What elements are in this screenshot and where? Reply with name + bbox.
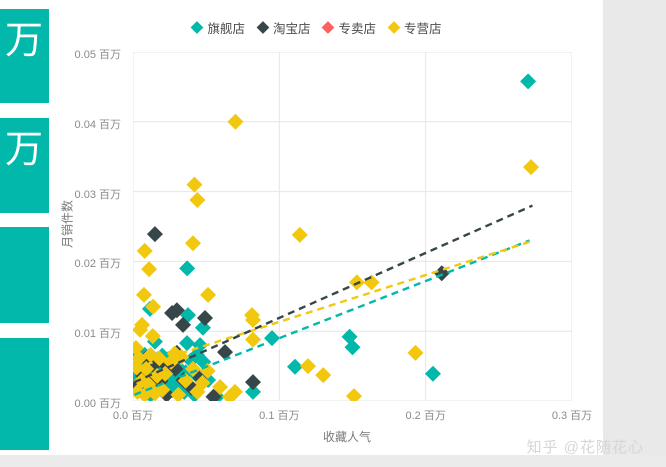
scatter-point-淘宝店[interactable]	[175, 316, 192, 333]
scatter-point-淘宝店[interactable]	[217, 344, 234, 361]
scatter-point-旗舰店[interactable]	[344, 339, 361, 356]
kpi-card-1[interactable]: 万	[0, 9, 49, 103]
y-tick-label: 0.05 百万	[74, 49, 121, 61]
legend-diamond-icon	[321, 21, 335, 34]
scatter-point-专营店[interactable]	[315, 367, 332, 384]
scatter-point-旗舰店[interactable]	[192, 337, 209, 354]
scatter-point-专营店[interactable]	[136, 242, 153, 259]
scatter-point-专营店[interactable]	[177, 372, 194, 389]
y-tick-label: 0.03 百万	[74, 188, 121, 201]
y-tick-label: 0.02 百万	[74, 258, 121, 271]
kpi-card-2[interactable]: 万	[0, 118, 49, 213]
scatter-point-专营店[interactable]	[134, 316, 151, 333]
trend-line-旗舰店	[134, 239, 530, 396]
legend-label: 专营店	[404, 22, 442, 36]
scatter-point-专营店[interactable]	[227, 113, 244, 130]
scatter-point-专营店[interactable]	[144, 328, 161, 345]
scatter-point-专营店[interactable]	[244, 312, 261, 329]
scatter-point-专营店[interactable]	[151, 350, 168, 367]
watermark: 知乎 @花随花心	[526, 439, 644, 456]
legend-item-专营店[interactable]: 专营店	[387, 18, 442, 37]
scatter-point-专营店[interactable]	[345, 388, 362, 401]
y-axis-title: 月销件数	[60, 199, 75, 249]
x-tick-label: 0.1 百万	[259, 410, 300, 422]
legend-diamond-icon	[256, 21, 269, 34]
scatter-point-专营店[interactable]	[523, 159, 540, 176]
scatter-point-专营店[interactable]	[140, 376, 157, 393]
scatter-point-专营店[interactable]	[407, 344, 424, 361]
kpi-card-1-value: 万	[5, 20, 44, 62]
scatter-point-旗舰店[interactable]	[244, 383, 261, 400]
scatter-point-专营店[interactable]	[136, 386, 153, 401]
right-gutter	[603, 0, 666, 467]
legend-item-淘宝店[interactable]: 淘宝店	[256, 18, 311, 37]
x-tick-label: 0.3 百万	[551, 410, 593, 422]
y-tick-label: 0.04 百万	[74, 118, 121, 131]
legend-label: 旗舰店	[207, 22, 245, 36]
scatter-point-专营店[interactable]	[138, 360, 155, 377]
scatter-point-淘宝店[interactable]	[146, 226, 163, 243]
scatter-point-专营店[interactable]	[212, 379, 229, 396]
scatter-point-专营店[interactable]	[300, 358, 317, 375]
scatter-point-专营店[interactable]	[363, 274, 380, 291]
scatter-point-专营店[interactable]	[157, 365, 174, 382]
scatter-point-专营店[interactable]	[194, 374, 211, 391]
scatter-point-专营店[interactable]	[244, 331, 261, 348]
scatter-point-专营店[interactable]	[222, 388, 239, 401]
scatter-point-淘宝店[interactable]	[164, 305, 181, 322]
scatter-point-专营店[interactable]	[186, 176, 203, 193]
scatter-point-专营店[interactable]	[291, 226, 308, 243]
scatter-point-专营店[interactable]	[135, 286, 152, 303]
bottom-gutter	[0, 455, 666, 467]
x-tick-label: 0.0 百万	[112, 410, 154, 422]
legend-item-旗舰店[interactable]: 旗舰店	[190, 18, 245, 37]
x-tick-label: 0.2 百万	[405, 410, 446, 422]
scatter-point-旗舰店[interactable]	[520, 73, 537, 90]
scatter-point-专营店[interactable]	[226, 383, 243, 400]
chart-legend: 旗舰店 淘宝店 专卖店 专营店	[190, 18, 442, 37]
scatter-point-淘宝店[interactable]	[244, 374, 261, 391]
scatter-point-专营店[interactable]	[141, 261, 158, 278]
scatter-point-旗舰店[interactable]	[286, 358, 303, 375]
kpi-card-3[interactable]	[0, 227, 49, 323]
kpi-card-2-value: 万	[5, 129, 44, 171]
legend-label: 淘宝店	[272, 22, 311, 36]
kpi-card-4[interactable]	[0, 338, 49, 450]
legend-item-专卖店[interactable]: 专卖店	[321, 18, 377, 37]
scatter-point-专营店[interactable]	[154, 381, 171, 398]
scatter-point-专营店[interactable]	[145, 298, 162, 315]
scatter-point-专营店[interactable]	[170, 386, 187, 401]
trend-line-淘宝店	[133, 204, 533, 384]
scatter-point-专营店[interactable]	[149, 367, 166, 384]
y-tick-label: 0.01 百万	[74, 328, 121, 341]
kpi-card-3-value	[0, 227, 49, 240]
legend-diamond-icon	[190, 21, 204, 34]
y-tick-label: 0.00 百万	[74, 398, 121, 410]
scatter-point-专营店[interactable]	[184, 360, 201, 377]
scatter-point-专营店[interactable]	[133, 339, 144, 356]
scatter-plot-svg	[133, 52, 572, 401]
scatter-point-专营店[interactable]	[189, 191, 206, 208]
scatter-point-旗舰店[interactable]	[178, 335, 195, 352]
scatter-point-淘宝店[interactable]	[205, 388, 222, 401]
legend-label: 专卖店	[338, 22, 377, 36]
scatter-point-专营店[interactable]	[184, 235, 201, 252]
x-axis-title: 收藏人气	[322, 430, 372, 444]
scatter-point-旗舰店[interactable]	[179, 260, 196, 277]
scatter-point-旗舰店[interactable]	[264, 330, 281, 347]
scatter-point-淘宝店[interactable]	[196, 309, 213, 326]
scatter-point-专营店[interactable]	[200, 286, 217, 303]
trend-line-专营店	[134, 240, 530, 370]
scatter-point-专营店[interactable]	[146, 385, 163, 401]
scatter-point-旗舰店[interactable]	[424, 365, 441, 382]
legend-diamond-icon	[387, 21, 400, 34]
